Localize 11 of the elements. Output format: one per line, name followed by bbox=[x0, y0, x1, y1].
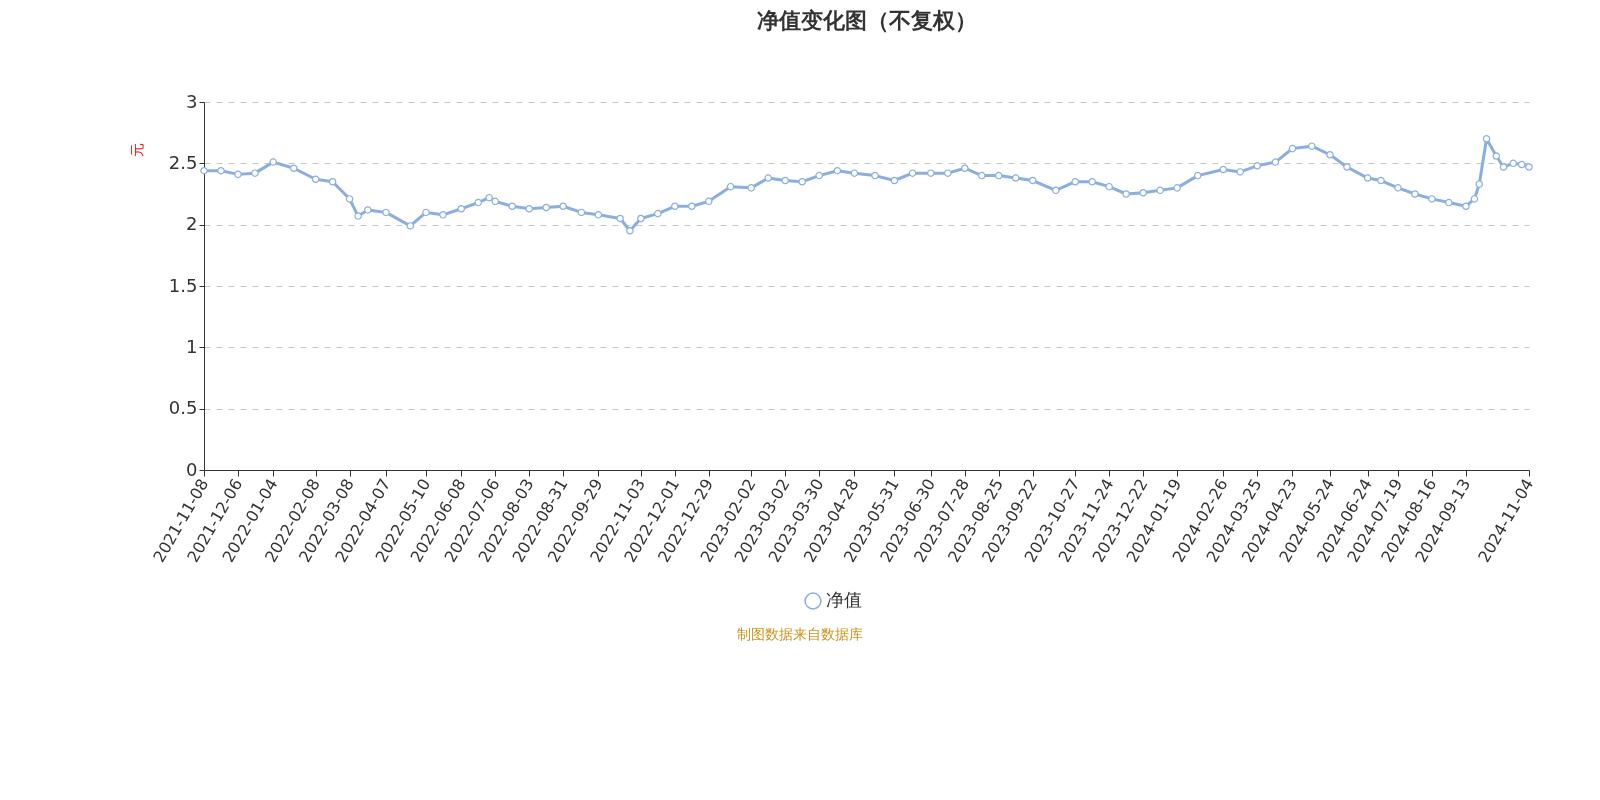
text: 制图数据来自数据库 bbox=[736, 626, 864, 644]
y-tick-label: 3 bbox=[186, 90, 198, 112]
y-tick-label: 1 bbox=[186, 335, 198, 357]
y-tick-label: 1.5 bbox=[168, 274, 198, 296]
y-axis-title: 元 bbox=[128, 142, 145, 157]
chart-title: 净值变化图（不复权） bbox=[756, 8, 977, 33]
y-tick-label: 0.5 bbox=[168, 397, 198, 419]
legend-label: 净值 bbox=[826, 589, 862, 610]
y-tick-label: 0 bbox=[186, 458, 198, 480]
y-tick-label: 2 bbox=[186, 213, 198, 235]
y-tick-label: 2.5 bbox=[168, 151, 198, 173]
